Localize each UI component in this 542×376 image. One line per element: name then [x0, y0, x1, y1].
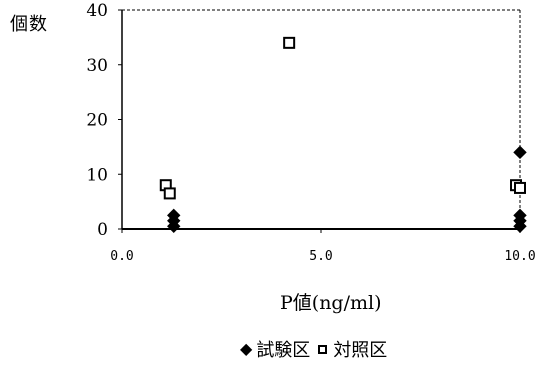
y-tick-label: 30	[86, 56, 108, 76]
data-point-diamond	[513, 145, 527, 160]
data-point-square	[283, 36, 296, 49]
y-tick-label: 40	[86, 1, 108, 21]
x-axis-label: P値(ng/ml)	[280, 292, 382, 314]
legend-item-trial: ◆ 試験区	[240, 336, 310, 362]
legend-label-control: 対照区	[333, 340, 388, 361]
data-point-square	[163, 187, 176, 200]
y-axis-label: 個数	[10, 14, 48, 35]
data-point-square	[514, 181, 526, 194]
square-marker-icon	[318, 344, 328, 354]
legend-label-trial: 試験区	[256, 340, 311, 361]
data-point-diamond	[167, 219, 181, 233]
data-point-diamond	[513, 219, 527, 233]
x-tick-label: 0.0	[110, 249, 133, 264]
y-tick-label: 10	[86, 165, 108, 185]
diamond-marker-icon: ◆	[240, 339, 253, 358]
legend: ◆ 試験区 対照区	[240, 336, 395, 362]
legend-item-control: 対照区	[318, 336, 387, 362]
y-tick-label: 20	[86, 111, 108, 131]
y-tick-label: 0	[97, 220, 108, 240]
x-tick-label: 5.0	[309, 249, 332, 264]
x-tick-label: 10.0	[504, 249, 535, 264]
